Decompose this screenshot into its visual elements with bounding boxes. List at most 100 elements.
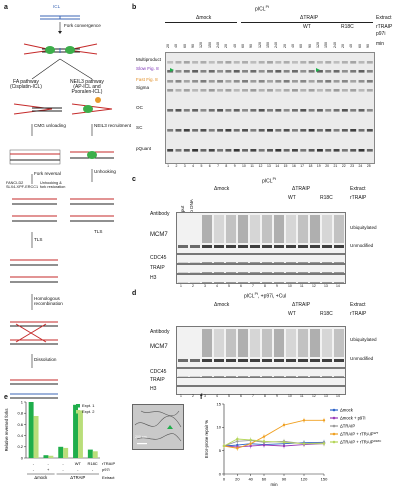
panel-b-traip: ΔTRAIP [300,15,319,21]
gel-band [300,109,307,112]
panel-c-r18c: R18C [320,195,333,201]
blot-band [274,376,284,377]
gel-band [258,89,265,92]
panel-d-h3-blot [176,386,346,395]
panel-d-rtraip: rTRAIP [350,311,367,317]
gel-band [283,70,290,73]
tls-left-label: TLS [34,237,43,242]
e-bar [87,449,93,458]
panel-b-r18c: R18C [341,24,354,30]
fancd2-label: FANCI-D2 SLX4-XPF-ERCC1 [6,181,39,189]
panel-b-traip-bar [241,22,373,23]
gel-band [350,70,357,73]
gel-band [233,109,240,112]
b-left-oc: OC [136,105,143,110]
gel-band [217,149,224,152]
ubiquitin-smear [298,329,308,357]
panel-d-cdc45: CDC45 [150,369,167,375]
panel-c-mock: Δmock [214,186,230,192]
f-y-tick-label: 15 [217,401,222,406]
gel-band [341,89,348,92]
gel-band [242,80,248,83]
gel-band [350,129,357,132]
c-lane-number: 11 [300,284,304,288]
panel-b-lane-numbers: 1 2 3 4 5 6 7 8 9 10 11 12 13 14 15 16 17 18 19 20 21 22 23 24 2… [165,164,373,171]
b-minute-label: 120 [315,42,320,48]
gel-band [292,129,298,132]
blot-band [334,262,344,263]
panel-c-cdc45-blot [176,254,346,264]
panel-b-minutes: 20 40 60 90 120 150 240 20 40 60 90 120 150 240 20 40 60… [165,36,373,50]
blot-band [190,245,200,248]
f-x-tick-label: 40 [248,477,253,482]
blot-band [274,262,284,263]
c-lane-number: 14 [336,284,340,288]
blot-band [238,282,248,283]
e-rtraip-label: rTRAIP [102,461,115,466]
gel-band [167,89,174,92]
gel-band [200,70,207,73]
gel-band [258,70,265,73]
panel-d-traip-blot [176,377,346,386]
f-legend-marker [332,424,336,428]
gel-band [242,109,248,112]
blot-band [310,245,320,248]
panel-c-antibody: Antibody [150,211,170,217]
gel-band [217,70,224,73]
b-minute-label: 20 [166,44,171,48]
e-y-tick-label: 1 [21,399,24,404]
panel-b-min: min [376,41,385,47]
blot-band [310,262,320,263]
gel-band [225,129,232,132]
blot-band [250,262,260,263]
gel-band [275,70,282,73]
panel-b-mock: Δmock [196,15,212,21]
blot-band [262,262,272,263]
f-legend-label: ΔTRAIP [340,424,355,429]
e-p97i-value: - [62,467,64,472]
gel-band [316,70,323,73]
blot-band [190,272,200,273]
b-minute-label: 60 [241,44,246,48]
ubiquitin-smear [310,329,320,357]
b-lane-number: 6 [208,164,211,168]
gel-band [258,149,265,152]
panel-c-traip-row: TRAIP [150,265,165,271]
blot-band [274,359,284,362]
blot-band [178,376,188,377]
gel-band [350,109,357,112]
panel-e-label: e [4,394,8,401]
gel-band [208,149,215,152]
gel-band [275,149,282,152]
gel-band [242,129,248,132]
b-minute-label: 40 [290,44,295,48]
e-bar [48,455,54,458]
panel-b-p97i: p97i [376,31,386,37]
gel-band [341,80,348,83]
f-legend-marker [332,416,336,420]
panel-d-traip-row: TRAIP [150,377,165,383]
gel-band [225,109,232,112]
gel-band [316,61,323,64]
gel-band [233,70,240,73]
blot-band [334,272,344,273]
blot-band [190,262,200,263]
blot-band [178,359,188,362]
b-left-multiproduct: Multiproduct [136,57,162,62]
gel-band [200,149,207,152]
e-p97i-value: - [33,467,35,472]
gel-band [267,129,273,132]
blot-band [322,359,332,362]
c-lane-number: 5 [228,284,230,288]
b-minute-label: 240 [332,42,337,48]
panel-f-label: f [200,394,203,401]
blot-band [202,282,212,283]
b-minute-label: 150 [207,42,212,48]
b-lane-number: 9 [233,164,236,168]
b-lane-number: 11 [250,164,254,168]
panel-c-traip: ΔTRAIP [292,186,311,192]
gel-band [175,61,182,64]
gel-band [183,149,190,152]
panel-c-ubiq: Ubiquitylated [350,225,377,230]
gel-band [325,80,332,83]
